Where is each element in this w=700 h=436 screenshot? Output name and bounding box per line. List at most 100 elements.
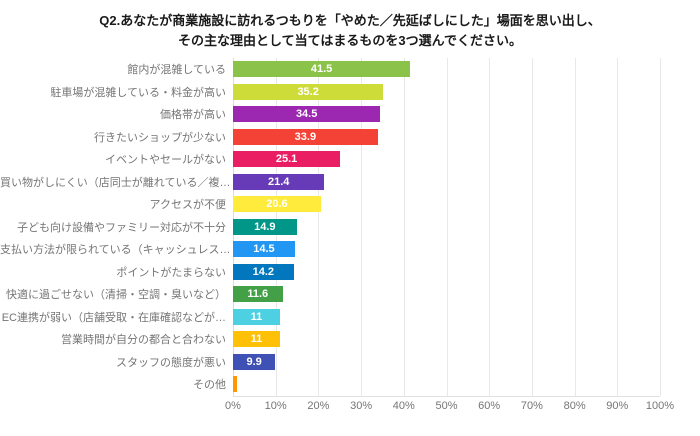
bar-track: 11 <box>233 308 660 325</box>
gridline <box>531 58 533 396</box>
x-axis-tick-label: 80% <box>563 400 586 412</box>
value-label: 11 <box>250 310 263 323</box>
x-axis-tick-label: 100% <box>645 400 675 412</box>
chart-title-line2: その主な理由として当てはまるものを3つ選んでください。 <box>178 33 522 49</box>
value-label: 9.9 <box>246 355 262 368</box>
bar-track: 14.2 <box>233 263 660 280</box>
category-label: 価格帯が高い <box>160 109 226 122</box>
bar-row: EC連携が弱い（店舗受取・在庫確認などが… 11 <box>0 306 700 329</box>
category-label: EC連携が弱い（店舗受取・在庫確認などが… <box>1 311 226 324</box>
gridline <box>660 58 661 396</box>
value-label: 14.9 <box>254 220 276 233</box>
category-label: 買い物がしにくい（店同士が離れている／複… <box>0 176 231 189</box>
value-label: 11.6 <box>247 288 269 301</box>
gridline <box>318 58 320 396</box>
bar-row: 支払い方法が限られている（キャッシュレス… 14.5 <box>0 238 700 261</box>
gridline <box>574 58 576 396</box>
x-axis-tick-label: 30% <box>350 400 373 412</box>
x-axis-tick-label: 0% <box>225 400 241 412</box>
gridline <box>489 58 491 396</box>
chart-title-line1: Q2.あなたが商業施設に訪れるつもりを「やめた／先延ばしにした」場面を思い出し、 <box>99 13 601 28</box>
bar-track: 35.2 <box>233 83 660 100</box>
bar-track: 11 <box>233 331 660 348</box>
value-label: 35.2 <box>297 85 319 98</box>
category-label: アクセスが不便 <box>149 199 226 212</box>
bar-chart: 館内が混雑している 41.5 駐車場が混雑している・料金が高い 35.2 価格帯が高い 3… <box>0 58 700 397</box>
bar <box>233 376 238 393</box>
bar-track: 20.6 <box>233 196 660 213</box>
category-label: 子ども向け設備やファミリー対応が不十分 <box>17 221 226 234</box>
bar-row: スタッフの態度が悪い 9.9 <box>0 351 700 374</box>
bar-rows: 館内が混雑している 41.5 駐車場が混雑している・料金が高い 35.2 価格帯が高い 3… <box>0 58 700 396</box>
bar: 41.5 <box>233 61 411 78</box>
category-label: イベントやセールがない <box>105 154 226 167</box>
value-label: 41.5 <box>310 63 333 76</box>
gridline <box>403 58 405 396</box>
bar-track: 34.5 <box>233 106 660 123</box>
category-label: 営業時間が自分の都合と合わない <box>61 334 226 347</box>
bar-track: 9.9 <box>233 353 660 370</box>
category-label: 館内が混雑している <box>127 64 226 77</box>
bar-row: 駐車場が混雑している・料金が高い 35.2 <box>0 81 700 104</box>
bar-track: 33.9 <box>233 128 660 145</box>
bar: 21.4 <box>233 173 325 190</box>
category-label: その他 <box>193 379 226 392</box>
value-label: 25.1 <box>275 153 298 166</box>
bar-row: 価格帯が高い 34.5 <box>0 103 700 126</box>
category-label: 支払い方法が限られている（キャッシュレス… <box>0 244 231 257</box>
bar-row: 館内が混雑している 41.5 <box>0 58 700 81</box>
bar-track: 21.4 <box>233 173 660 190</box>
category-label: 快適に過ごせない（清掃・空調・臭いなど） <box>6 289 226 302</box>
bar: 11.6 <box>233 286 283 303</box>
value-label: 34.5 <box>295 108 318 121</box>
bar: 14.2 <box>233 263 294 280</box>
x-axis-tick-label: 90% <box>606 400 629 412</box>
bar-row: ポイントがたまらない 14.2 <box>0 261 700 284</box>
bar-row: 行きたいショップが少ない 33.9 <box>0 126 700 149</box>
x-axis-tick-label: 50% <box>435 400 458 412</box>
bar-track: 11.6 <box>233 286 660 303</box>
value-label: 14.5 <box>253 243 275 256</box>
bar-track: 25.1 <box>233 151 660 168</box>
category-label: スタッフの態度が悪い <box>116 356 226 369</box>
bar-row: 営業時間が自分の都合と合わない 11 <box>0 328 700 351</box>
category-label: 駐車場が混雑している・料金が高い <box>50 86 226 99</box>
bar: 11 <box>233 308 280 325</box>
bar: 14.5 <box>233 241 295 258</box>
bar: 34.5 <box>233 106 381 123</box>
x-axis-tick-label: 10% <box>264 400 287 412</box>
bar-row: アクセスが不便 20.6 <box>0 193 700 216</box>
bar-row: その他 <box>0 373 700 396</box>
gridline <box>617 58 619 396</box>
bar: 9.9 <box>233 353 276 370</box>
bar: 35.2 <box>233 83 384 100</box>
value-label: 14.2 <box>252 265 275 278</box>
x-axis-tick-label: 70% <box>520 400 543 412</box>
gridline <box>361 58 363 396</box>
category-label: ポイントがたまらない <box>116 266 226 279</box>
value-label: 33.9 <box>294 130 317 143</box>
bar: 11 <box>233 331 280 348</box>
x-axis-tick-label: 20% <box>307 400 330 412</box>
x-axis: 0% 10% 20% 30% 40% 50% 60% 70% 80% 90% 100% <box>225 400 674 416</box>
bar: 20.6 <box>233 196 321 213</box>
bar-track: 14.5 <box>233 241 660 258</box>
bar: 14.9 <box>233 218 297 235</box>
value-label: 21.4 <box>267 175 290 188</box>
x-axis-tick-label: 40% <box>392 400 415 412</box>
x-axis-tick-label: 60% <box>478 400 501 412</box>
bar-row: イベントやセールがない 25.1 <box>0 148 700 171</box>
bar: 33.9 <box>233 128 378 145</box>
bar-row: 快適に過ごせない（清掃・空調・臭いなど） 11.6 <box>0 283 700 306</box>
bar-row: 子ども向け設備やファミリー対応が不十分 14.9 <box>0 216 700 239</box>
bar-track: 41.5 <box>233 61 660 78</box>
category-label: 行きたいショップが少ない <box>94 131 226 144</box>
value-label: 11 <box>250 333 263 346</box>
bar-row: 買い物がしにくい（店同士が離れている／複… 21.4 <box>0 171 700 194</box>
gridline <box>446 58 448 396</box>
bar: 25.1 <box>233 151 341 168</box>
bar-track <box>233 376 660 393</box>
bar-track: 14.9 <box>233 218 660 235</box>
chart-title: Q2.あなたが商業施設に訪れるつもりを「やめた／先延ばしにした」場面を思い出し、… <box>0 0 700 51</box>
value-label: 20.6 <box>266 198 288 211</box>
